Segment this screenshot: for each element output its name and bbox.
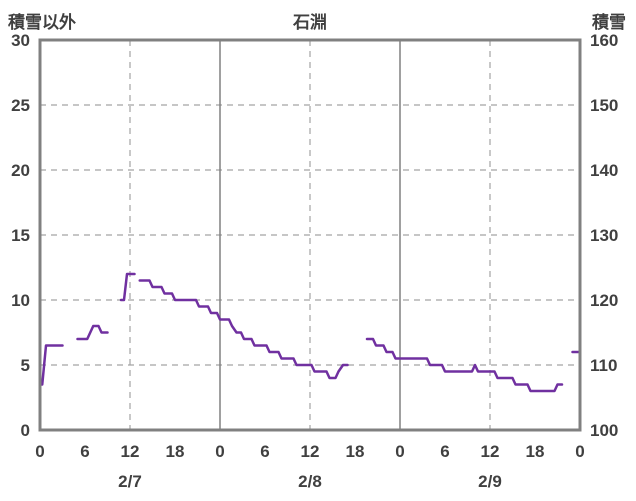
hour-tick-label: 18	[166, 442, 185, 461]
right-axis-tick-label: 150	[590, 96, 618, 115]
right-axis-tick-label: 130	[590, 226, 618, 245]
right-axis-tick-label: 160	[590, 31, 618, 50]
data-line-segment	[365, 337, 564, 393]
plot-frame	[38, 38, 582, 432]
data-line-segment	[76, 324, 109, 341]
right-axis-tick-label: 120	[590, 291, 618, 310]
left-axis-tick-label: 0	[21, 421, 30, 440]
hour-tick-label: 12	[121, 442, 140, 461]
left-axis-tick-label: 25	[11, 96, 30, 115]
data-line-segment	[138, 279, 349, 380]
hour-tick-label: 18	[526, 442, 545, 461]
hour-tick-label: 0	[575, 442, 584, 461]
data-line-segment	[119, 272, 136, 302]
right-axis-tick-label: 110	[590, 356, 617, 375]
hour-tick-label: 0	[35, 442, 44, 461]
right-axis-tick-label: 100	[590, 421, 618, 440]
date-label: 2/8	[298, 472, 322, 491]
hour-tick-label: 6	[440, 442, 449, 461]
right-axis-title: 積雪	[592, 13, 626, 32]
hour-tick-label: 0	[215, 442, 224, 461]
date-label: 2/9	[478, 472, 502, 491]
hour-tick-label: 12	[301, 442, 320, 461]
hour-tick-label: 18	[346, 442, 365, 461]
hour-tick-label: 0	[395, 442, 404, 461]
right-axis-tick-label: 140	[590, 161, 618, 180]
left-axis-tick-label: 10	[11, 291, 30, 310]
left-axis-tick-label: 20	[11, 161, 30, 180]
left-axis-tick-label: 15	[11, 226, 30, 245]
left-axis-tick-label: 5	[21, 356, 30, 375]
left-axis-title: 積雪以外	[8, 13, 76, 32]
hour-tick-label: 6	[260, 442, 269, 461]
chart-title: 石淵	[293, 13, 327, 32]
hour-tick-label: 6	[80, 442, 89, 461]
left-axis-tick-label: 30	[11, 31, 30, 50]
hour-tick-label: 12	[481, 442, 500, 461]
date-label: 2/7	[118, 472, 142, 491]
